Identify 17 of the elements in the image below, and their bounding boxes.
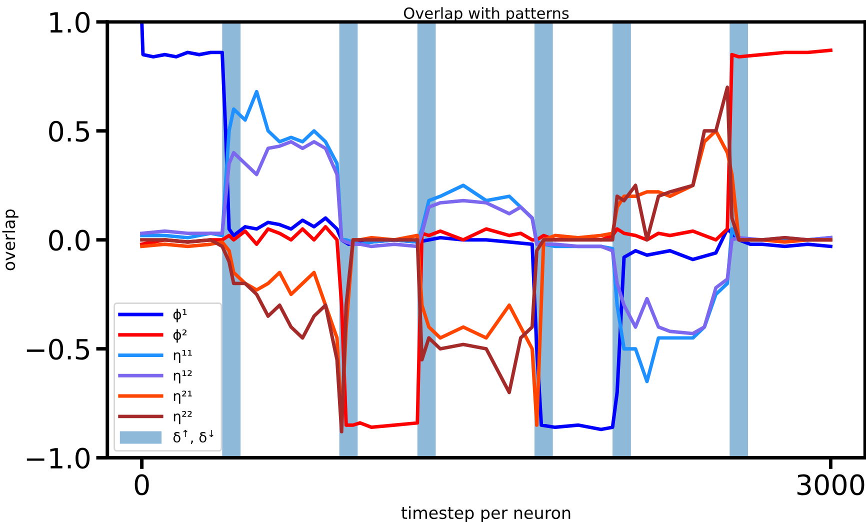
- y-tick-label: −0.5: [26, 338, 89, 360]
- x-tick-label: 3000: [797, 474, 864, 496]
- y-tick-label: 0.5: [49, 120, 89, 142]
- y-axis-title: overlap: [2, 209, 18, 270]
- legend-label: η¹²: [174, 370, 192, 384]
- legend-label: η²²: [174, 410, 192, 424]
- legend-label: ϕ²: [173, 329, 187, 343]
- legend-label: η¹¹: [174, 350, 192, 364]
- y-tick-label: 0.0: [49, 230, 90, 251]
- legend-label: η²¹: [174, 390, 192, 404]
- y-tick-label: 1.0: [50, 12, 90, 33]
- x-axis-title: timestep per neuron: [401, 506, 570, 522]
- legend-label: ϕ¹: [173, 308, 187, 322]
- x-tick-label: 0: [134, 474, 149, 496]
- band-label: δ$^{↑}$, δ$^{↓}$: [173, 430, 214, 444]
- chart-title: Overlap with patterns: [404, 7, 569, 22]
- y-tick-label: −1.0: [26, 448, 90, 469]
